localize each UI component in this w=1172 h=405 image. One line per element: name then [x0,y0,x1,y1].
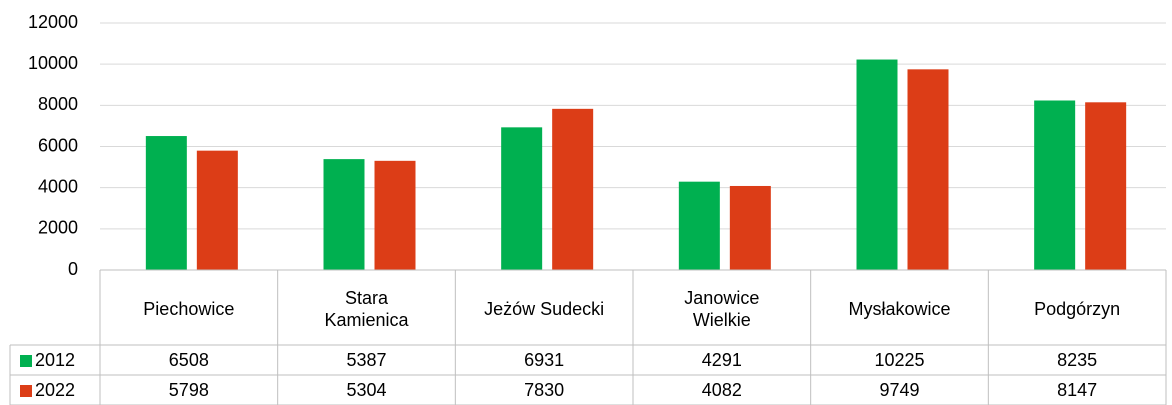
y-tick-label: 4000 [38,176,78,196]
table-value: 7830 [524,380,564,400]
bar [907,69,949,270]
x-tick-label: Janowice Wielkie [684,287,760,330]
bar [501,127,543,270]
table-value: 5798 [169,380,209,400]
legend-label: 2022 [35,380,75,400]
x-tick-label: Piechowice [143,298,235,319]
y-tick-label: 8000 [38,94,78,114]
bar [729,185,771,270]
bar [1085,102,1127,270]
table-value: 9749 [879,380,919,400]
bar [374,160,416,270]
table-value: 8147 [1057,380,1097,400]
table-value: 5304 [346,380,386,400]
x-tick-label: Stara Kamienica [324,287,409,330]
table-value: 6508 [169,350,209,370]
table-value: 4291 [702,350,742,370]
bar [678,181,720,270]
bar [552,108,594,271]
table-value: 10225 [874,350,924,370]
y-tick-label: 6000 [38,135,78,155]
x-tick-label: Jeżów Sudecki [484,298,605,319]
table-value: 4082 [702,380,742,400]
bar [145,136,187,270]
legend-label: 2012 [35,350,75,370]
table-value: 8235 [1057,350,1097,370]
y-tick-label: 0 [68,259,78,279]
legend-swatch [20,355,32,367]
x-tick-label: Mysłakowice [848,298,951,319]
bar [323,159,365,270]
y-tick-label: 2000 [38,218,78,238]
bar [856,59,898,270]
legend-swatch [20,385,32,397]
y-tick-label: 10000 [28,53,78,73]
x-tick-label: Podgórzyn [1034,298,1121,319]
table-value: 5387 [346,350,386,370]
bar [196,150,238,270]
table-value: 6931 [524,350,564,370]
y-tick-label: 12000 [28,12,78,32]
bar [1034,100,1076,270]
